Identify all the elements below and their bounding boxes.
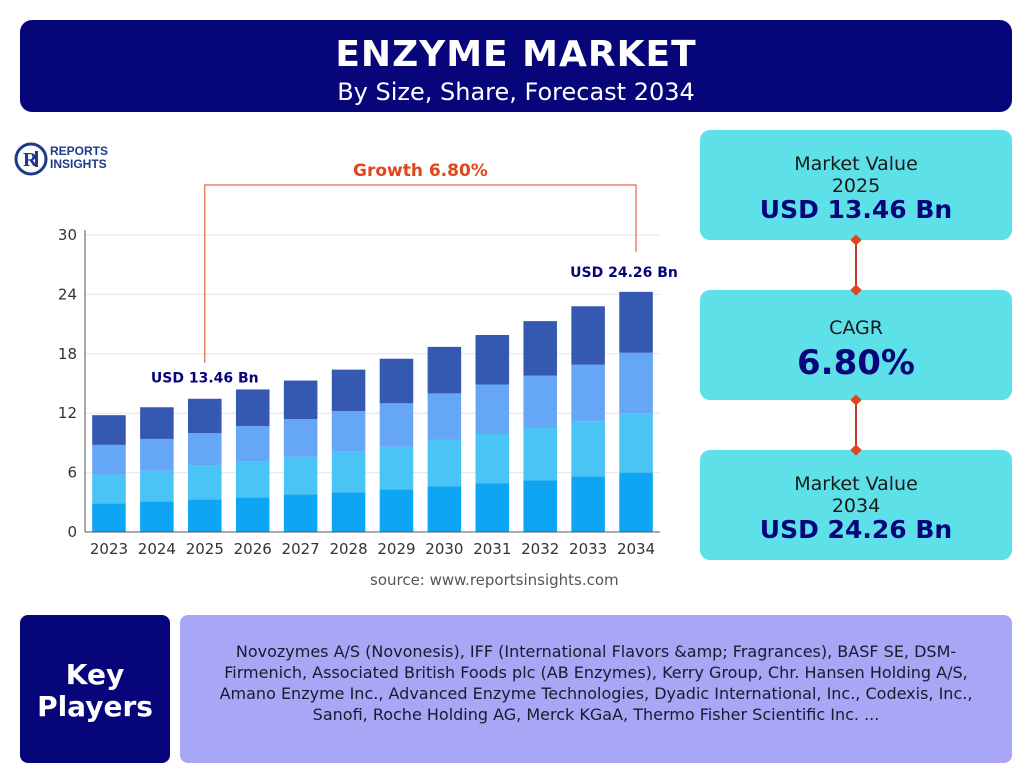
bar-segment <box>235 389 270 427</box>
kpi-year: 2025 <box>831 175 881 197</box>
bar-segment <box>235 461 270 498</box>
start-value-label: USD 13.46 Bn <box>151 371 259 387</box>
end-value-label: USD 24.26 Bn <box>570 265 678 281</box>
bar-segment <box>427 486 462 532</box>
y-axis-ticks: 0 6 12 18 24 30 <box>58 226 77 541</box>
svg-text:R: R <box>23 149 38 171</box>
bar-segment <box>523 428 557 481</box>
bar-segment <box>331 492 366 532</box>
bar-segment <box>92 444 126 475</box>
growth-bracket <box>204 184 637 363</box>
bar-segment <box>619 472 653 532</box>
bar-segment <box>523 375 557 429</box>
bar-segment <box>475 334 510 385</box>
bar-segment <box>571 364 605 422</box>
key-players-text: Novozymes A/S (Novonesis), IFF (Internat… <box>219 642 973 724</box>
logo-text: REPORTS INSIGHTS <box>50 144 109 171</box>
bar-segment <box>475 483 510 532</box>
bar-segment <box>331 411 366 452</box>
bar-segment <box>379 358 414 404</box>
page-title: ENZYME MARKET <box>335 34 697 75</box>
x-tick-label: 2028 <box>329 540 367 558</box>
x-tick-label: 2029 <box>377 540 415 558</box>
kpi-value: USD 24.26 Bn <box>759 515 953 544</box>
bar-segment <box>188 398 222 433</box>
kpi-year: 2034 <box>831 495 881 517</box>
x-tick-label: 2026 <box>234 540 272 558</box>
bar-segment <box>619 352 653 414</box>
bar-segment <box>140 470 174 502</box>
bar-segment <box>427 393 462 440</box>
title-banner: ENZYME MARKET By Size, Share, Forecast 2… <box>20 20 1012 112</box>
x-axis-ticks: 2023 2024 2025 2026 2027 2028 2029 2030 2031 2032… <box>90 540 655 558</box>
x-tick-label: 2032 <box>521 540 559 558</box>
bar-segment <box>523 321 557 376</box>
kpi-connector <box>855 400 857 450</box>
x-tick-label: 2031 <box>473 540 511 558</box>
x-tick-label: 2034 <box>617 540 655 558</box>
bar-segment <box>188 433 222 466</box>
bar-segment <box>283 380 318 420</box>
bar-segment <box>475 384 510 434</box>
bar-segment <box>379 403 414 447</box>
x-tick-label: 2027 <box>282 540 320 558</box>
x-tick-label: 2024 <box>138 540 176 558</box>
bar-segment <box>619 413 653 473</box>
growth-label: Growth 6.80% <box>353 161 488 181</box>
kpi-cagr: CAGR 6.80% <box>700 290 1012 400</box>
bar-segment <box>283 494 318 532</box>
bars <box>92 291 653 532</box>
grid-lines <box>85 234 660 474</box>
y-tick-label: 6 <box>67 464 77 482</box>
bar-segment <box>235 426 270 462</box>
kpi-value: 6.80% <box>797 343 915 383</box>
bar-segment <box>140 501 174 532</box>
x-tick-label: 2025 <box>186 540 224 558</box>
bar-segment <box>379 446 414 490</box>
bar-segment <box>140 407 174 439</box>
bar-segment <box>331 369 366 412</box>
bar-segment <box>571 421 605 477</box>
bar-segment <box>92 415 126 445</box>
reports-insights-logo: R REPORTS INSIGHTS <box>14 142 124 178</box>
logo-mark-icon: R <box>14 142 48 176</box>
bar-segment <box>92 474 126 504</box>
bar-segment <box>523 480 557 532</box>
bar-segment <box>283 419 318 457</box>
y-tick-label: 18 <box>58 345 77 363</box>
bar-segment <box>283 456 318 495</box>
kpi-label: Market Value <box>794 473 918 495</box>
kpi-value: USD 13.46 Bn <box>759 195 953 224</box>
page-subtitle: By Size, Share, Forecast 2034 <box>337 78 695 106</box>
key-players-title: Key Players <box>20 615 170 763</box>
bar-segment <box>235 497 270 532</box>
bar-segment <box>188 465 222 500</box>
bar-segment <box>92 503 126 532</box>
kpi-label: Market Value <box>794 153 918 175</box>
x-tick-label: 2023 <box>90 540 128 558</box>
bar-segment <box>427 439 462 487</box>
kpi-market-value-2025: Market Value 2025 USD 13.46 Bn <box>700 130 1012 240</box>
bar-segment <box>188 499 222 532</box>
bar-segment <box>475 433 510 484</box>
y-tick-label: 12 <box>58 404 77 422</box>
y-tick-label: 24 <box>58 285 77 303</box>
y-tick-label: 30 <box>58 226 77 244</box>
bar-segment <box>140 438 174 471</box>
bar-segment <box>571 476 605 532</box>
kpi-label: CAGR <box>829 317 883 339</box>
bar-segment <box>427 346 462 394</box>
bar-segment <box>331 451 366 493</box>
kpi-market-value-2034: Market Value 2034 USD 24.26 Bn <box>700 450 1012 560</box>
bar-segment <box>379 489 414 532</box>
x-tick-label: 2030 <box>425 540 463 558</box>
kpi-connector <box>855 240 857 290</box>
bar-segment <box>571 306 605 365</box>
bar-segment <box>619 291 653 353</box>
y-tick-label: 0 <box>67 523 77 541</box>
key-players-list: Novozymes A/S (Novonesis), IFF (Internat… <box>180 615 1012 763</box>
x-tick-label: 2033 <box>569 540 607 558</box>
source-note: source: www.reportsinsights.com <box>370 571 619 589</box>
